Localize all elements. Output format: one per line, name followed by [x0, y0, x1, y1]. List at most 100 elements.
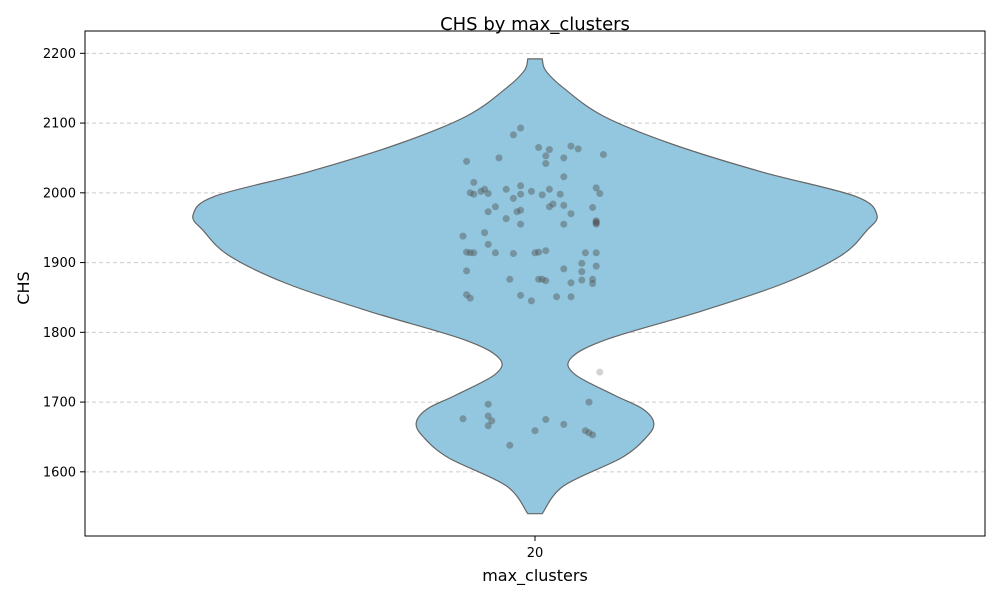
- data-point: [567, 293, 575, 301]
- data-point: [549, 200, 557, 208]
- data-point: [484, 240, 492, 248]
- data-point: [470, 249, 478, 257]
- data-point: [592, 184, 600, 192]
- data-point: [531, 427, 539, 435]
- data-point: [491, 249, 499, 257]
- data-point: [560, 173, 568, 181]
- data-point: [463, 291, 471, 299]
- data-point: [592, 219, 600, 227]
- data-point: [545, 146, 553, 154]
- data-point: [560, 420, 568, 428]
- data-point: [589, 204, 597, 211]
- data-point: [592, 218, 600, 226]
- y-tick-label: 1800: [43, 326, 76, 341]
- data-point: [484, 422, 492, 430]
- data-point: [589, 275, 597, 283]
- data-point: [506, 275, 514, 283]
- data-point: [578, 259, 586, 267]
- y-tick-label: 2100: [43, 117, 76, 132]
- data-point: [509, 250, 517, 257]
- data-point: [596, 368, 604, 376]
- data-point: [466, 249, 474, 257]
- data-point: [463, 157, 471, 165]
- data-point: [553, 293, 561, 301]
- data-point: [556, 190, 564, 198]
- data-point: [542, 277, 550, 285]
- data-point: [542, 247, 550, 255]
- data-point: [535, 144, 543, 151]
- data-point: [481, 229, 489, 237]
- data-point: [567, 142, 575, 150]
- data-point: [585, 429, 593, 437]
- data-point: [463, 267, 471, 275]
- data-point: [502, 215, 510, 223]
- data-point: [509, 131, 517, 139]
- y-tick-label: 1600: [43, 465, 76, 480]
- data-point: [463, 248, 471, 256]
- data-point: [560, 154, 568, 162]
- y-tick-label: 2200: [43, 47, 76, 62]
- data-point: [535, 275, 543, 283]
- data-point: [531, 249, 539, 257]
- data-point: [495, 154, 503, 162]
- data-point: [470, 178, 478, 186]
- y-tick-label: 2000: [43, 186, 76, 201]
- data-point: [560, 220, 568, 228]
- data-point: [578, 268, 586, 276]
- data-point: [466, 294, 474, 302]
- data-point: [589, 431, 597, 439]
- data-point: [527, 187, 535, 195]
- data-point: [488, 417, 496, 425]
- x-tick-label: 20: [527, 546, 544, 561]
- data-point: [589, 280, 597, 287]
- data-point: [560, 265, 568, 273]
- data-point: [592, 217, 600, 225]
- data-point: [581, 427, 589, 435]
- data-point: [470, 190, 478, 198]
- data-point: [466, 189, 474, 197]
- data-point: [592, 262, 600, 270]
- data-point: [527, 297, 535, 305]
- data-point: [459, 232, 467, 240]
- data-point: [506, 441, 514, 449]
- data-point: [542, 160, 550, 167]
- data-point: [491, 203, 499, 211]
- data-point: [513, 208, 521, 216]
- data-point: [535, 248, 543, 256]
- data-point: [484, 208, 492, 216]
- violin-body: [192, 58, 878, 515]
- data-point: [545, 185, 553, 193]
- data-point: [502, 185, 510, 193]
- data-point: [481, 185, 489, 193]
- data-point: [596, 190, 604, 197]
- chart-title: CHS by max_clusters: [440, 14, 630, 35]
- data-point: [484, 190, 492, 197]
- data-point: [545, 203, 553, 211]
- data-point: [542, 152, 550, 160]
- data-point: [517, 190, 525, 198]
- data-points: [459, 124, 607, 449]
- data-point: [477, 187, 485, 195]
- data-point: [585, 398, 593, 406]
- data-point: [592, 220, 600, 228]
- data-point: [484, 412, 492, 420]
- data-point: [484, 400, 492, 408]
- data-point: [567, 279, 575, 287]
- data-point: [538, 191, 546, 199]
- data-point: [517, 124, 525, 132]
- data-point: [560, 201, 568, 209]
- data-point: [459, 415, 467, 423]
- x-axis-ticks: 20: [527, 536, 544, 561]
- data-point: [517, 220, 525, 228]
- y-tick-label: 1900: [43, 256, 76, 271]
- x-axis-label: max_clusters: [482, 566, 588, 586]
- data-point: [542, 416, 550, 423]
- data-point: [517, 182, 525, 190]
- data-point: [567, 210, 575, 218]
- data-point: [509, 194, 517, 202]
- data-point: [517, 291, 525, 299]
- y-axis-ticks: 1600 1700 1800 1900 2000 2100 2200: [43, 47, 85, 480]
- data-point: [574, 145, 582, 153]
- data-point: [592, 249, 600, 257]
